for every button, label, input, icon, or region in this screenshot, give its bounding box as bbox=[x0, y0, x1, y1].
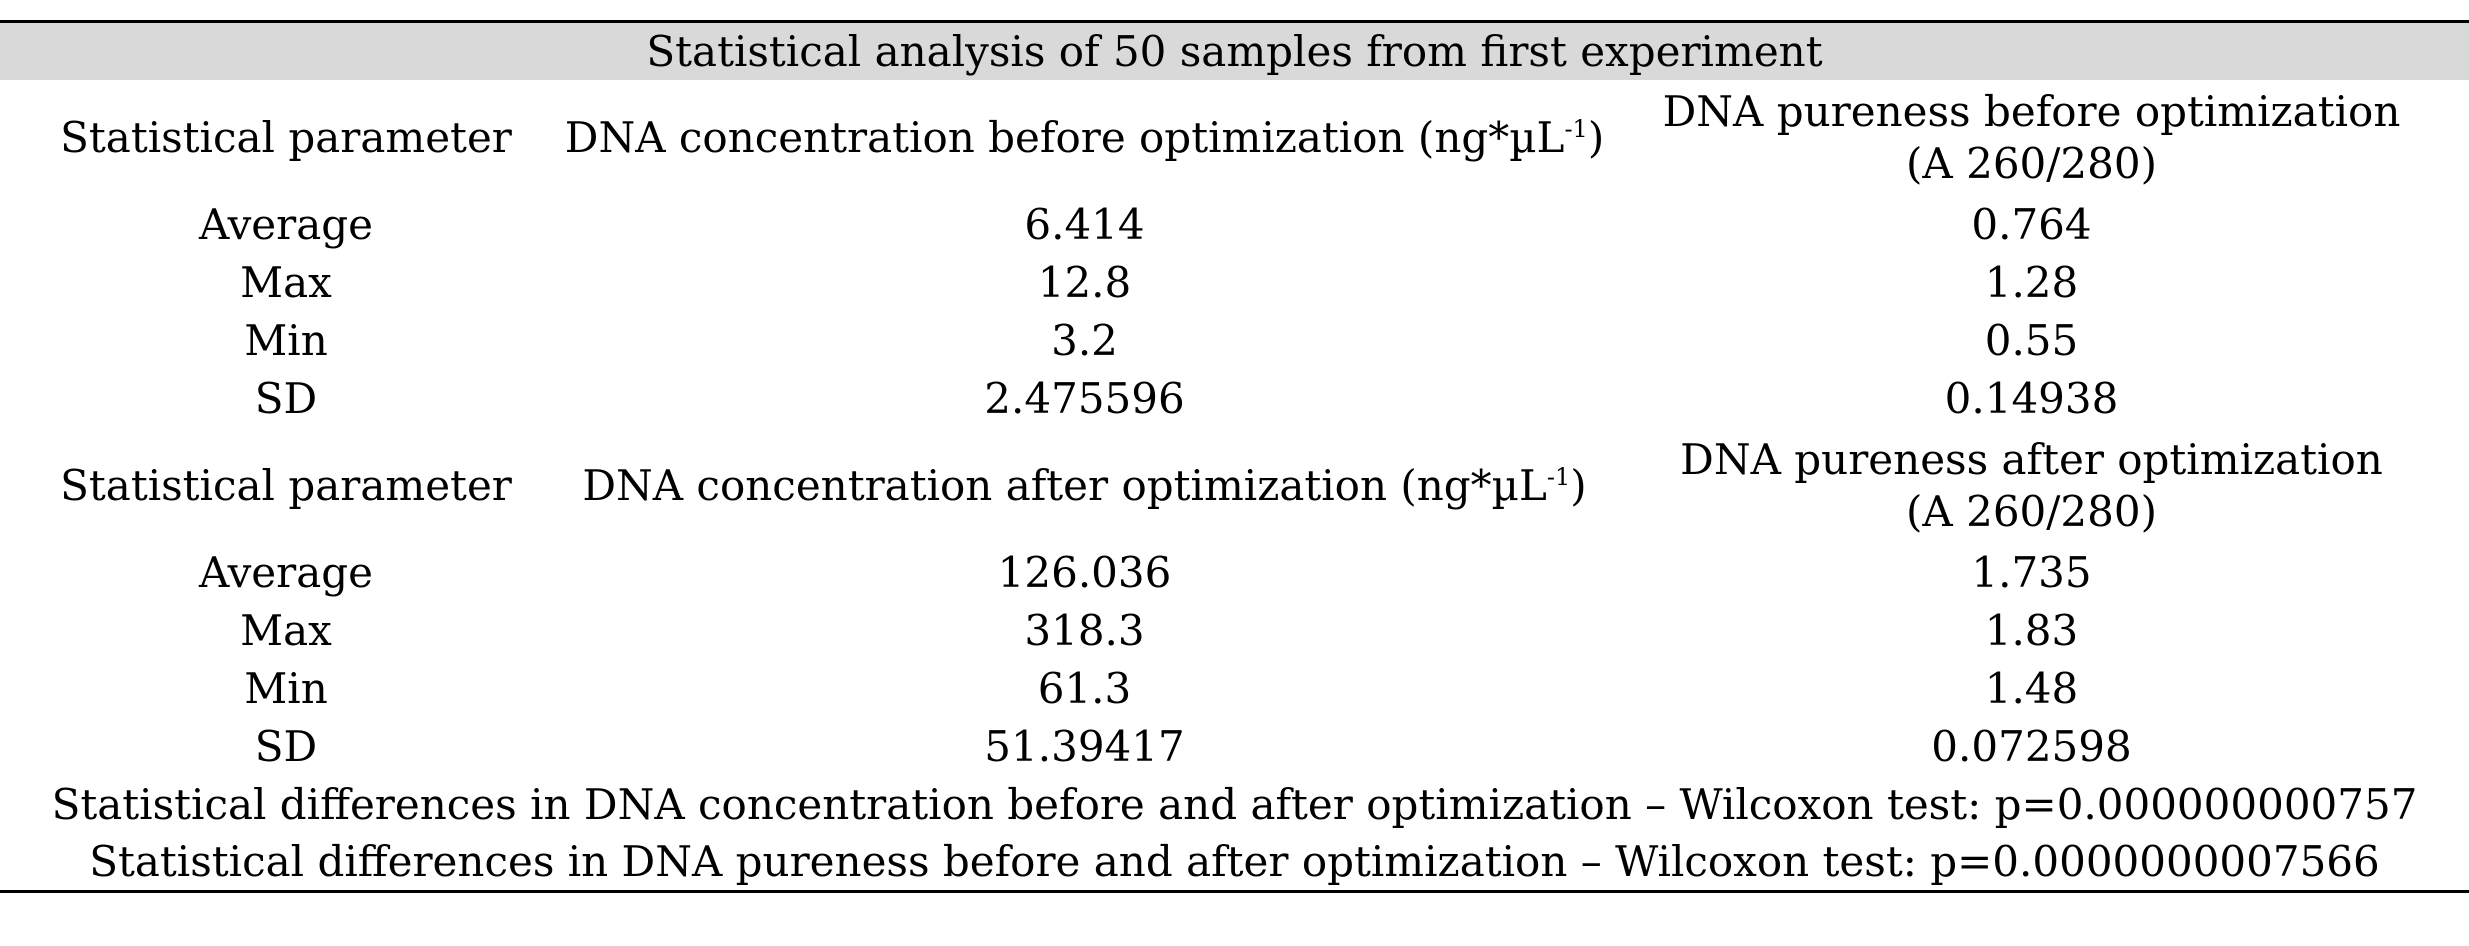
cell-concentration: 318.3 bbox=[1024, 606, 1145, 655]
cell-parameter: Max bbox=[240, 606, 332, 655]
table-row: Average 126.036 1.735 bbox=[26, 544, 2440, 602]
header-dna-pureness-line1: DNA pureness before optimization bbox=[1662, 87, 2401, 136]
cell-concentration: 126.036 bbox=[997, 548, 1172, 597]
cell-concentration: 2.475596 bbox=[984, 374, 1185, 423]
header-dna-concentration-close: ) bbox=[1587, 113, 1605, 162]
header-unit-superscript: -1 bbox=[1546, 463, 1571, 491]
header-unit-superscript: -1 bbox=[1564, 115, 1588, 143]
cell-pureness: 1.48 bbox=[1984, 664, 2079, 713]
cell-pureness: 0.072598 bbox=[1931, 722, 2132, 771]
header-dna-pureness-line1: DNA pureness after optimization bbox=[1680, 435, 2383, 484]
table-bottom-rule bbox=[0, 890, 2469, 893]
cell-concentration: 12.8 bbox=[1037, 258, 1132, 307]
table-row: Min 61.3 1.48 bbox=[26, 660, 2440, 718]
cell-parameter: Max bbox=[240, 258, 332, 307]
header-row: Statistical parameter DNA concentration … bbox=[26, 428, 2440, 544]
cell-pureness: 0.55 bbox=[1984, 316, 2079, 365]
cell-parameter: SD bbox=[254, 374, 318, 423]
table-row: SD 51.39417 0.072598 bbox=[26, 718, 2440, 776]
header-dna-concentration-text: DNA concentration after optimization (ng… bbox=[582, 461, 1547, 510]
cell-parameter: Min bbox=[244, 664, 328, 713]
cell-pureness: 1.28 bbox=[1984, 258, 2079, 307]
table-row: Average 6.414 0.764 bbox=[26, 196, 2440, 254]
cell-concentration: 61.3 bbox=[1037, 664, 1132, 713]
cell-parameter: SD bbox=[254, 722, 318, 771]
header-dna-concentration: DNA concentration before optimization (n… bbox=[546, 112, 1623, 164]
cell-concentration: 51.39417 bbox=[984, 722, 1185, 771]
header-statistical-parameter: Statistical parameter bbox=[60, 461, 512, 510]
cell-parameter: Average bbox=[198, 200, 374, 249]
cell-concentration: 3.2 bbox=[1051, 316, 1118, 365]
cell-parameter: Min bbox=[244, 316, 328, 365]
header-row: Statistical parameter DNA concentration … bbox=[26, 80, 2440, 196]
header-dna-pureness-line2: (A 260/280) bbox=[1906, 139, 2157, 188]
header-dna-pureness: DNA pureness before optimization (A 260/2… bbox=[1623, 86, 2440, 190]
table-row: Min 3.2 0.55 bbox=[26, 312, 2440, 370]
header-statistical-parameter: Statistical parameter bbox=[60, 113, 512, 162]
table-row: Max 12.8 1.28 bbox=[26, 254, 2440, 312]
header-dna-concentration-text: DNA concentration before optimization (n… bbox=[564, 113, 1565, 162]
cell-pureness: 1.83 bbox=[1984, 606, 2079, 655]
cell-parameter: Average bbox=[198, 548, 374, 597]
statistics-table: Statistical analysis of 50 samples from … bbox=[0, 20, 2469, 893]
cell-concentration: 6.414 bbox=[1024, 200, 1145, 249]
cell-pureness: 1.735 bbox=[1971, 548, 2092, 597]
table-row: Max 318.3 1.83 bbox=[26, 602, 2440, 660]
table-row: SD 2.475596 0.14938 bbox=[26, 370, 2440, 428]
section-after-optimization: Statistical parameter DNA concentration … bbox=[26, 428, 2440, 776]
header-dna-concentration: DNA concentration after optimization (ng… bbox=[546, 460, 1623, 512]
footer-concentration-test: Statistical differences in DNA concentra… bbox=[51, 780, 2418, 829]
header-dna-pureness-line2: (A 260/280) bbox=[1906, 487, 2157, 536]
table-title: Statistical analysis of 50 samples from … bbox=[0, 23, 2469, 80]
header-dna-pureness: DNA pureness after optimization (A 260/28… bbox=[1623, 434, 2440, 538]
section-before-optimization: Statistical parameter DNA concentration … bbox=[26, 80, 2440, 428]
cell-pureness: 0.14938 bbox=[1944, 374, 2119, 423]
table-top-rule bbox=[0, 20, 2469, 23]
cell-pureness: 0.764 bbox=[1971, 200, 2092, 249]
header-dna-concentration-close: ) bbox=[1570, 461, 1587, 510]
footer-pureness-test: Statistical differences in DNA pureness … bbox=[89, 837, 2380, 886]
